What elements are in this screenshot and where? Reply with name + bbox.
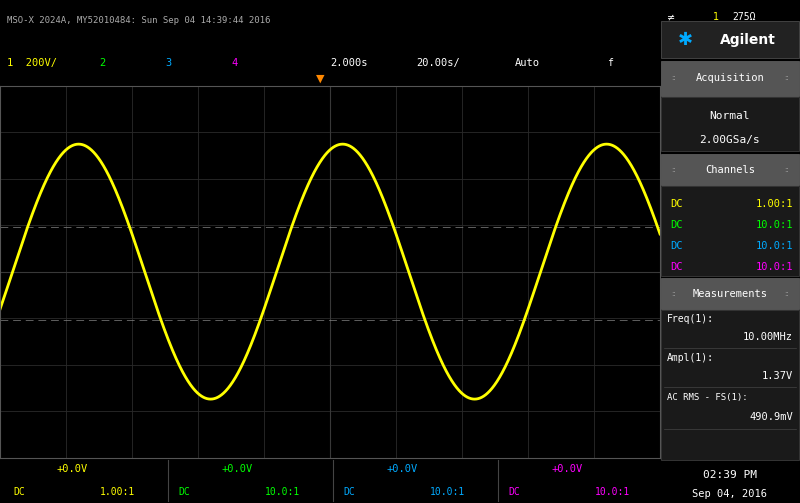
Text: 10.0:1: 10.0:1	[595, 487, 630, 496]
FancyBboxPatch shape	[662, 61, 798, 96]
Text: 02:39 PM: 02:39 PM	[703, 470, 757, 480]
Text: +0.0V: +0.0V	[387, 464, 418, 474]
FancyBboxPatch shape	[662, 310, 798, 460]
Text: DC: DC	[670, 220, 682, 230]
Text: 10.0:1: 10.0:1	[755, 241, 793, 251]
Text: Auto: Auto	[515, 58, 540, 68]
FancyBboxPatch shape	[662, 154, 798, 185]
Text: 1: 1	[714, 12, 719, 22]
Text: DC: DC	[670, 262, 682, 272]
Text: Freq(1):: Freq(1):	[667, 314, 714, 324]
Text: ▼: ▼	[316, 73, 324, 83]
FancyBboxPatch shape	[662, 97, 798, 151]
Text: ✱: ✱	[678, 31, 693, 49]
Text: Channels: Channels	[705, 164, 755, 175]
Text: 2: 2	[99, 58, 106, 68]
Text: DC: DC	[670, 241, 682, 251]
Text: f: f	[607, 58, 613, 68]
Text: DC: DC	[343, 487, 355, 496]
Text: DC: DC	[13, 487, 25, 496]
Text: Measurements: Measurements	[693, 289, 767, 299]
Text: ::: ::	[671, 291, 676, 297]
Text: ::: ::	[784, 291, 789, 297]
Text: 10.0:1: 10.0:1	[430, 487, 466, 496]
Text: ::: ::	[784, 166, 789, 173]
FancyBboxPatch shape	[662, 186, 798, 276]
Text: Ampl(1):: Ampl(1):	[667, 353, 714, 363]
Text: 2.000s: 2.000s	[330, 58, 367, 68]
Text: AC RMS - FS(1):: AC RMS - FS(1):	[667, 393, 748, 402]
Text: 4: 4	[231, 58, 238, 68]
Text: 490.9mV: 490.9mV	[750, 412, 793, 423]
Text: DC: DC	[178, 487, 190, 496]
Text: ::: ::	[671, 166, 676, 173]
Text: 1.37V: 1.37V	[762, 371, 793, 381]
Text: Agilent: Agilent	[720, 33, 776, 47]
Text: MSO-X 2024A, MY52010484: Sun Sep 04 14:39:44 2016: MSO-X 2024A, MY52010484: Sun Sep 04 14:3…	[6, 16, 270, 25]
Text: 10.00MHz: 10.00MHz	[743, 332, 793, 342]
Text: 10.0:1: 10.0:1	[265, 487, 300, 496]
Text: DC: DC	[508, 487, 520, 496]
Text: +0.0V: +0.0V	[552, 464, 583, 474]
Text: 10.0:1: 10.0:1	[755, 262, 793, 272]
Text: 2.00GSa/s: 2.00GSa/s	[700, 135, 760, 145]
Text: ::: ::	[671, 75, 676, 81]
Text: Normal: Normal	[710, 111, 750, 121]
FancyBboxPatch shape	[662, 278, 798, 309]
Text: 275Ω: 275Ω	[733, 12, 756, 22]
Text: 1.00:1: 1.00:1	[755, 199, 793, 209]
Text: Acquisition: Acquisition	[696, 73, 764, 83]
Text: +0.0V: +0.0V	[222, 464, 254, 474]
Text: 10.0:1: 10.0:1	[755, 220, 793, 230]
Text: 1.00:1: 1.00:1	[100, 487, 135, 496]
Text: ≠: ≠	[667, 12, 675, 22]
Text: DC: DC	[670, 199, 682, 209]
Text: +0.0V: +0.0V	[57, 464, 88, 474]
Text: ::: ::	[784, 75, 789, 81]
Text: Sep 04, 2016: Sep 04, 2016	[693, 489, 767, 499]
Text: 3: 3	[165, 58, 171, 68]
Text: 20.00s/: 20.00s/	[416, 58, 459, 68]
FancyBboxPatch shape	[662, 21, 798, 58]
Text: 1  200V/: 1 200V/	[6, 58, 57, 68]
